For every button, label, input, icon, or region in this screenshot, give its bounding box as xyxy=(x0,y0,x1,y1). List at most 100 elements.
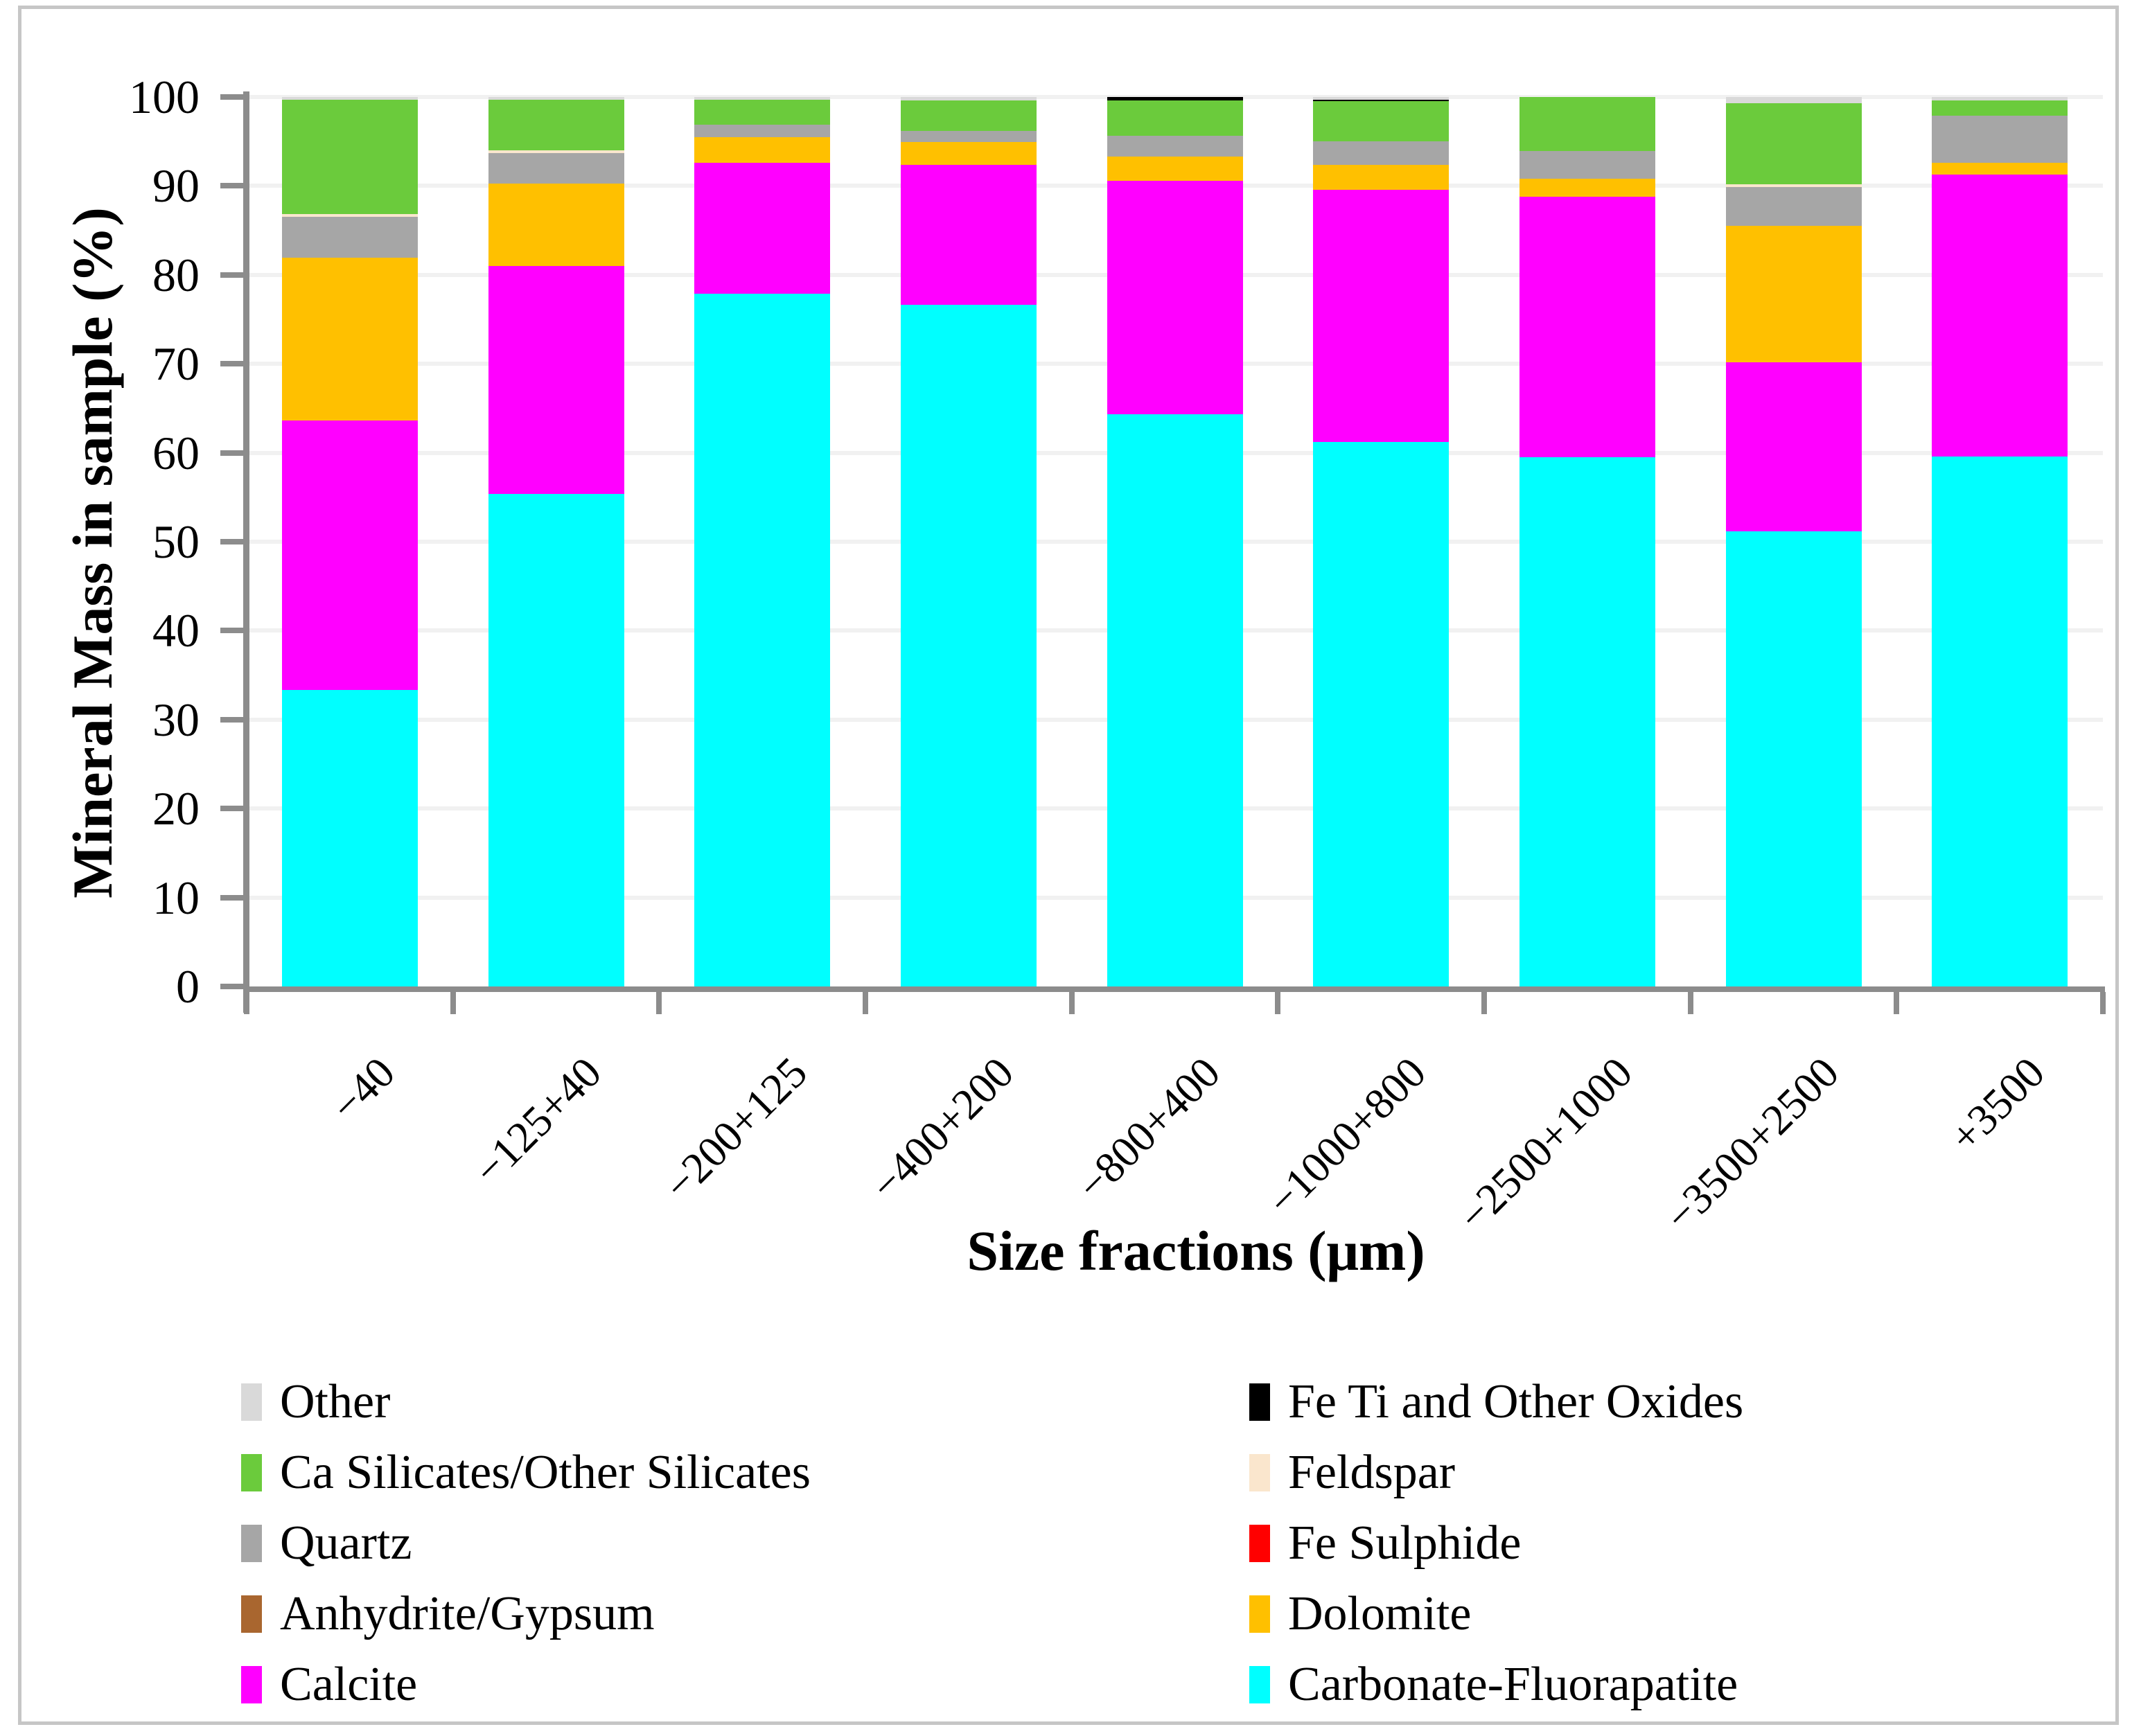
y-tick-label-40: 40 xyxy=(152,604,200,657)
bar-segment-Calcite xyxy=(488,265,624,494)
bar-segment-Quartz xyxy=(694,124,831,137)
bar-segment-Other xyxy=(1725,97,1862,103)
y-tick-label-30: 30 xyxy=(152,693,200,746)
legend-item-Carbonate-Fluorapatite: Carbonate-Fluorapatite xyxy=(1249,1660,1738,1710)
bar-segment-Calcite xyxy=(900,164,1037,305)
bar-column-−1000+800 xyxy=(1313,97,1450,986)
y-tick-label-50: 50 xyxy=(152,515,200,568)
bar-segment-Feldspar xyxy=(281,214,418,218)
y-tick-90 xyxy=(220,183,247,189)
bar-segment-Calcite xyxy=(694,163,831,294)
bar-segment-Carbonate-Fluorapatite xyxy=(1725,531,1862,986)
legend-label: Fe Sulphide xyxy=(1288,1516,1522,1570)
bar-segment-Other xyxy=(1932,97,2068,101)
y-tick-label-90: 90 xyxy=(152,159,200,213)
legend-label: Carbonate-Fluorapatite xyxy=(1288,1658,1738,1711)
y-tick-40 xyxy=(220,628,247,634)
bar-segment-Dolomite xyxy=(900,142,1037,165)
legend-swatch-Dolomite xyxy=(1249,1595,1270,1633)
x-axis-title: Size fractions (μm) xyxy=(967,1219,1425,1282)
x-tick-0 xyxy=(244,992,249,1014)
legend-item-Ca Silicates/Other Silicates: Ca Silicates/Other Silicates xyxy=(241,1448,811,1498)
y-axis-line xyxy=(243,91,249,1013)
legend-item-Other: Other xyxy=(241,1377,390,1427)
bar-column-−800+400 xyxy=(1107,97,1243,986)
bar-segment-Quartz xyxy=(900,130,1037,143)
bar-segment-Ca Silicates/Other Silicates xyxy=(1519,97,1655,152)
x-tick-7 xyxy=(1687,992,1693,1014)
y-tick-label-20: 20 xyxy=(152,782,200,835)
bar-segment-Ca Silicates/Other Silicates xyxy=(1107,100,1243,136)
bar-segment-Carbonate-Fluorapatite xyxy=(488,493,624,986)
figure-frame: Mineral Mass in sample (%) Size fraction… xyxy=(18,6,2119,1725)
x-tick-6 xyxy=(1481,992,1487,1014)
bar-segment-Dolomite xyxy=(1107,157,1243,181)
bar-segment-Calcite xyxy=(1725,362,1862,531)
bar-segment-Calcite xyxy=(1519,196,1655,457)
bar-segment-Carbonate-Fluorapatite xyxy=(1932,456,2068,986)
y-tick-label-70: 70 xyxy=(152,337,200,391)
y-tick-20 xyxy=(220,806,247,812)
bar-segment-Carbonate-Fluorapatite xyxy=(1313,442,1450,986)
bar-column-−400+200 xyxy=(900,97,1037,986)
legend-swatch-Other xyxy=(241,1383,262,1421)
legend-swatch-Fe Sulphide xyxy=(1249,1525,1270,1562)
bar-column-−2500+1000 xyxy=(1519,97,1655,986)
bar-segment-Quartz xyxy=(1725,186,1862,227)
bar-segment-Other xyxy=(694,97,831,100)
bar-segment-Dolomite xyxy=(488,183,624,266)
bar-segment-Other xyxy=(488,97,624,100)
y-tick-100 xyxy=(220,94,247,100)
legend-swatch-Fe Ti and Other Oxides xyxy=(1249,1383,1270,1421)
bar-segment-Dolomite xyxy=(1313,164,1450,190)
legend-item-Fe Sulphide: Fe Sulphide xyxy=(1249,1518,1521,1568)
bar-segment-Ca Silicates/Other Silicates xyxy=(281,99,418,215)
y-tick-label-10: 10 xyxy=(152,871,200,924)
bar-segment-Quartz xyxy=(281,217,418,258)
bar-segment-Other xyxy=(900,97,1037,101)
x-tick-8 xyxy=(1894,992,1900,1014)
bar-segment-Dolomite xyxy=(1519,179,1655,197)
bar-segment-Calcite xyxy=(1313,189,1450,443)
bar-segment-Quartz xyxy=(1313,141,1450,165)
bar-segment-Feldspar xyxy=(488,150,624,153)
y-tick-30 xyxy=(220,716,247,723)
bar-segment-Dolomite xyxy=(281,258,418,421)
legend-label: Quartz xyxy=(280,1516,412,1570)
legend-label: Ca Silicates/Other Silicates xyxy=(280,1446,811,1499)
y-tick-60 xyxy=(220,450,247,456)
bar-segment-Dolomite xyxy=(1932,163,2068,175)
legend-swatch-Feldspar xyxy=(1249,1454,1270,1491)
legend-item-Anhydrite/Gypsum: Anhydrite/Gypsum xyxy=(241,1589,655,1639)
legend-label: Calcite xyxy=(280,1658,418,1711)
bar-segment-Ca Silicates/Other Silicates xyxy=(1932,100,2068,116)
bar-segment-Carbonate-Fluorapatite xyxy=(1519,457,1655,986)
bar-segment-Carbonate-Fluorapatite xyxy=(1107,414,1243,986)
legend-swatch-Ca Silicates/Other Silicates xyxy=(241,1454,262,1491)
bar-segment-Calcite xyxy=(281,420,418,691)
bar-segment-Ca Silicates/Other Silicates xyxy=(488,99,624,151)
x-tick-2 xyxy=(656,992,662,1014)
legend-label: Feldspar xyxy=(1288,1446,1456,1499)
y-tick-label-60: 60 xyxy=(152,426,200,479)
bar-segment-Carbonate-Fluorapatite xyxy=(694,293,831,986)
y-tick-label-80: 80 xyxy=(152,248,200,301)
legend-swatch-Anhydrite/Gypsum xyxy=(241,1595,262,1633)
legend-item-Dolomite: Dolomite xyxy=(1249,1589,1471,1639)
legend-swatch-Quartz xyxy=(241,1525,262,1562)
y-tick-10 xyxy=(220,894,247,901)
bar-segment-Dolomite xyxy=(1725,226,1862,362)
legend-label: Fe Ti and Other Oxides xyxy=(1288,1375,1744,1428)
legend-item-Calcite: Calcite xyxy=(241,1660,417,1710)
bar-segment-Ca Silicates/Other Silicates xyxy=(1725,103,1862,185)
bar-segment-Ca Silicates/Other Silicates xyxy=(900,100,1037,131)
y-tick-50 xyxy=(220,539,247,544)
y-tick-label-100: 100 xyxy=(129,71,200,123)
x-tick-9 xyxy=(2100,992,2106,1014)
bar-segment-Quartz xyxy=(1932,115,2068,163)
bar-segment-Other xyxy=(281,97,418,100)
x-tick-4 xyxy=(1068,992,1075,1014)
x-tick-5 xyxy=(1275,992,1281,1014)
legend-item-Fe Ti and Other Oxides: Fe Ti and Other Oxides xyxy=(1249,1377,1743,1427)
x-tick-1 xyxy=(450,992,456,1014)
